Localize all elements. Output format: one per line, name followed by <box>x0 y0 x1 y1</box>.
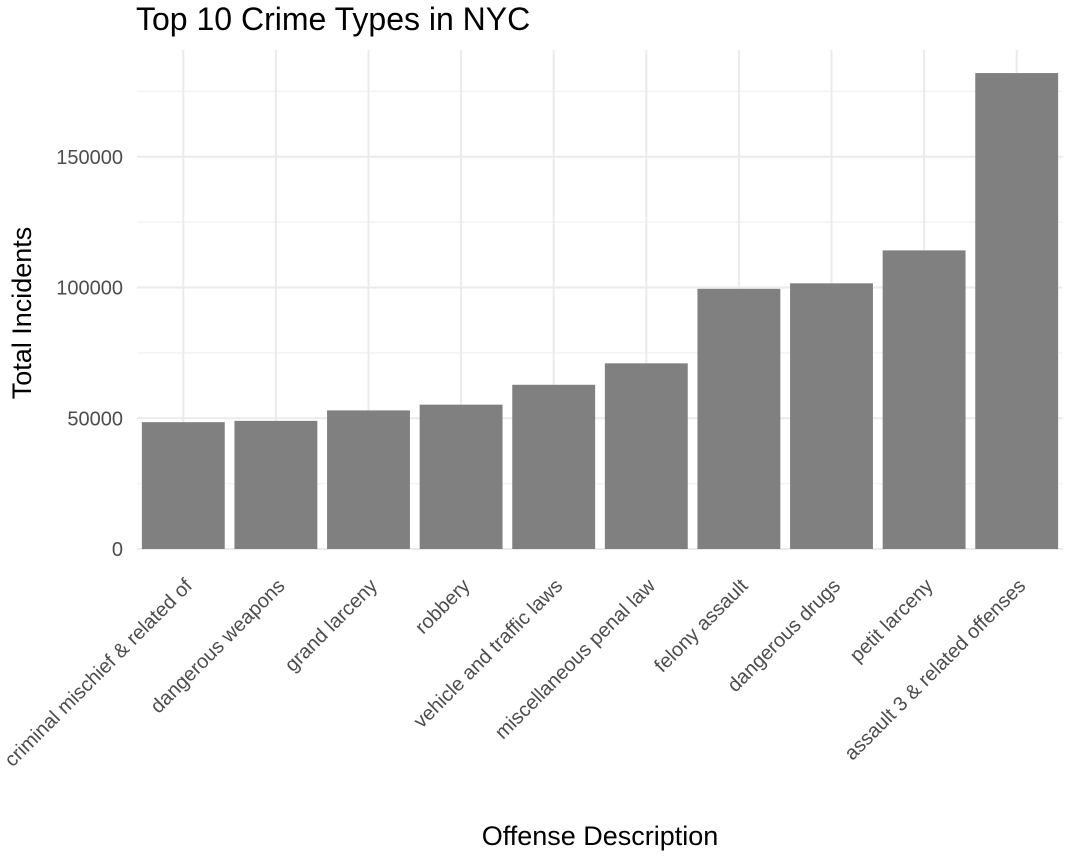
bar-dangerous-drugs <box>790 283 873 549</box>
bar-grand-larceny <box>327 410 410 549</box>
y-axis-title: Total Incidents <box>7 227 37 400</box>
bar-petit-larceny <box>882 250 966 549</box>
y-tick-label: 50000 <box>67 408 123 430</box>
y-axis-ticks: 0 50000 100000 150000 <box>56 147 123 561</box>
bar-assault-3-related-offenses <box>975 73 1059 549</box>
x-tick-label: criminal mischief & related of <box>1 575 198 772</box>
bar-miscellaneous-penal-law <box>604 363 688 549</box>
y-tick-label: 150000 <box>56 147 123 169</box>
bar-felony-assault <box>697 288 781 549</box>
x-tick-label: robbery <box>411 575 475 639</box>
chart-title: Top 10 Crime Types in NYC <box>136 1 530 37</box>
x-tick-label: vehicle and traffic laws <box>410 575 568 733</box>
y-tick-label: 100000 <box>56 278 123 300</box>
bar-robbery <box>419 404 503 549</box>
x-tick-label: miscellaneous penal law <box>491 575 660 744</box>
bar-vehicle-and-traffic-laws <box>512 384 596 549</box>
x-tick-label: grand larceny <box>281 575 382 676</box>
bar-criminal-mischief-related-of <box>141 422 225 549</box>
bars <box>141 73 1059 549</box>
x-axis-title: Offense Description <box>482 821 719 851</box>
x-tick-label: petit larceny <box>846 575 938 667</box>
x-tick-label: assault 3 & related offenses <box>840 575 1030 765</box>
bar-dangerous-weapons <box>234 420 318 549</box>
x-axis-ticks: criminal mischief & related ofdangerous … <box>1 575 1031 772</box>
y-tick-label: 0 <box>112 539 123 561</box>
x-tick-label: felony assault <box>650 575 752 677</box>
